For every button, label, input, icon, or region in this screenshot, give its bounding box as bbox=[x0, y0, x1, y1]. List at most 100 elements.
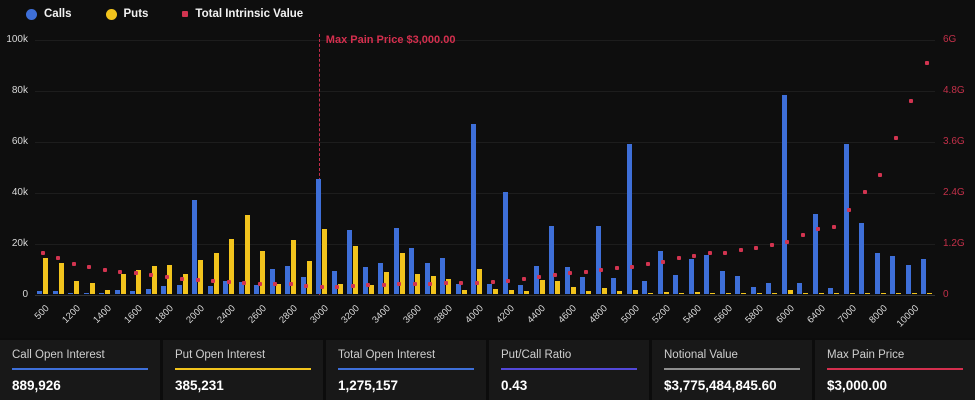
intrinsic-dot[interactable] bbox=[71, 261, 76, 266]
call-bar[interactable] bbox=[269, 268, 275, 294]
intrinsic-dot[interactable] bbox=[56, 255, 61, 260]
put-bar[interactable] bbox=[477, 268, 483, 294]
call-bar[interactable] bbox=[285, 265, 291, 294]
call-bar[interactable] bbox=[719, 271, 725, 294]
put-bar[interactable] bbox=[229, 239, 235, 294]
intrinsic-dot[interactable] bbox=[304, 283, 309, 288]
put-bar[interactable] bbox=[213, 253, 219, 294]
intrinsic-dot[interactable] bbox=[319, 284, 324, 289]
intrinsic-dot[interactable] bbox=[490, 279, 495, 284]
intrinsic-dot[interactable] bbox=[645, 261, 650, 266]
call-bar[interactable] bbox=[300, 277, 306, 294]
put-bar[interactable] bbox=[182, 273, 188, 294]
put-bar[interactable] bbox=[617, 291, 623, 294]
intrinsic-dot[interactable] bbox=[552, 273, 557, 278]
put-bar[interactable] bbox=[570, 287, 576, 294]
call-bar[interactable] bbox=[812, 213, 818, 294]
call-bar[interactable] bbox=[161, 286, 167, 294]
put-bar[interactable] bbox=[136, 269, 142, 294]
put-bar[interactable] bbox=[896, 293, 902, 294]
call-bar[interactable] bbox=[393, 227, 399, 294]
put-bar[interactable] bbox=[74, 281, 80, 294]
intrinsic-dot[interactable] bbox=[118, 269, 123, 274]
put-bar[interactable] bbox=[430, 276, 436, 294]
put-bar[interactable] bbox=[446, 278, 452, 294]
call-bar[interactable] bbox=[223, 281, 229, 294]
call-bar[interactable] bbox=[781, 95, 787, 294]
intrinsic-dot[interactable] bbox=[521, 277, 526, 282]
put-bar[interactable] bbox=[337, 283, 343, 294]
intrinsic-dot[interactable] bbox=[273, 281, 278, 286]
put-bar[interactable] bbox=[120, 273, 126, 294]
call-bar[interactable] bbox=[130, 291, 136, 294]
call-bar[interactable] bbox=[828, 288, 834, 294]
intrinsic-dot[interactable] bbox=[769, 242, 774, 247]
call-bar[interactable] bbox=[580, 276, 586, 294]
intrinsic-dot[interactable] bbox=[785, 239, 790, 244]
call-bar[interactable] bbox=[68, 292, 74, 294]
intrinsic-dot[interactable] bbox=[831, 225, 836, 229]
call-bar[interactable] bbox=[502, 192, 508, 294]
call-bar[interactable] bbox=[83, 292, 89, 294]
call-bar[interactable] bbox=[595, 225, 601, 294]
call-bar[interactable] bbox=[533, 265, 539, 294]
intrinsic-dot[interactable] bbox=[800, 233, 805, 238]
call-bar[interactable] bbox=[642, 281, 648, 294]
put-bar[interactable] bbox=[741, 292, 747, 294]
intrinsic-dot[interactable] bbox=[474, 280, 479, 285]
put-bar[interactable] bbox=[105, 290, 111, 294]
intrinsic-dot[interactable] bbox=[537, 275, 542, 280]
call-bar[interactable] bbox=[37, 291, 42, 294]
intrinsic-dot[interactable] bbox=[443, 281, 448, 286]
call-bar[interactable] bbox=[874, 253, 880, 294]
intrinsic-dot[interactable] bbox=[87, 264, 92, 269]
call-bar[interactable] bbox=[362, 267, 368, 294]
intrinsic-dot[interactable] bbox=[692, 254, 697, 259]
call-bar[interactable] bbox=[890, 256, 896, 294]
intrinsic-dot[interactable] bbox=[862, 189, 867, 194]
intrinsic-dot[interactable] bbox=[381, 282, 386, 287]
intrinsic-dot[interactable] bbox=[583, 269, 588, 274]
call-bar[interactable] bbox=[657, 250, 663, 294]
put-bar[interactable] bbox=[368, 285, 374, 294]
call-bar[interactable] bbox=[378, 263, 384, 294]
put-bar[interactable] bbox=[89, 282, 95, 294]
put-bar[interactable] bbox=[911, 293, 917, 294]
intrinsic-dot[interactable] bbox=[257, 281, 262, 286]
call-bar[interactable] bbox=[766, 283, 772, 294]
intrinsic-dot[interactable] bbox=[630, 264, 635, 269]
call-bar[interactable] bbox=[316, 179, 322, 294]
intrinsic-dot[interactable] bbox=[164, 275, 169, 280]
put-bar[interactable] bbox=[803, 293, 809, 294]
intrinsic-dot[interactable] bbox=[133, 270, 138, 275]
legend-item-puts[interactable]: Puts bbox=[105, 8, 148, 20]
call-bar[interactable] bbox=[440, 258, 446, 294]
intrinsic-dot[interactable] bbox=[661, 259, 666, 264]
put-bar[interactable] bbox=[772, 293, 778, 294]
call-bar[interactable] bbox=[518, 285, 524, 294]
call-bar[interactable] bbox=[905, 264, 911, 294]
call-bar[interactable] bbox=[52, 291, 58, 294]
intrinsic-dot[interactable] bbox=[893, 136, 898, 141]
put-bar[interactable] bbox=[679, 292, 685, 294]
intrinsic-dot[interactable] bbox=[568, 270, 573, 275]
call-bar[interactable] bbox=[347, 230, 353, 294]
put-bar[interactable] bbox=[632, 289, 638, 294]
call-bar[interactable] bbox=[409, 248, 415, 294]
intrinsic-dot[interactable] bbox=[102, 267, 107, 272]
call-bar[interactable] bbox=[331, 271, 337, 294]
intrinsic-dot[interactable] bbox=[676, 256, 681, 261]
put-bar[interactable] bbox=[849, 292, 855, 294]
put-bar[interactable] bbox=[493, 288, 498, 294]
put-bar[interactable] bbox=[508, 290, 514, 294]
call-bar[interactable] bbox=[424, 263, 430, 294]
intrinsic-dot[interactable] bbox=[242, 280, 247, 285]
intrinsic-dot[interactable] bbox=[211, 278, 216, 283]
intrinsic-dot[interactable] bbox=[924, 60, 929, 65]
put-bar[interactable] bbox=[880, 293, 886, 294]
put-bar[interactable] bbox=[586, 291, 592, 294]
call-bar[interactable] bbox=[688, 259, 694, 294]
intrinsic-dot[interactable] bbox=[366, 283, 371, 288]
put-bar[interactable] bbox=[353, 245, 359, 294]
put-bar[interactable] bbox=[663, 291, 669, 294]
